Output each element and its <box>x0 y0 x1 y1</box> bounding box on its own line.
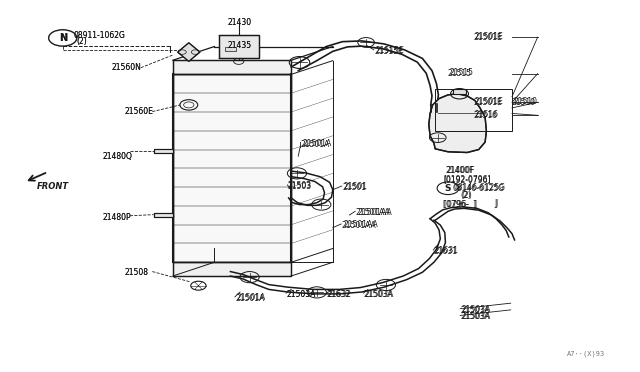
Text: 21480Q: 21480Q <box>102 153 132 161</box>
Text: 21510: 21510 <box>512 98 536 107</box>
Text: 21501: 21501 <box>343 182 367 191</box>
Text: 21503A: 21503A <box>461 306 490 315</box>
Text: 21501A: 21501A <box>301 140 330 149</box>
Text: 21516: 21516 <box>474 111 498 120</box>
Text: 21503A: 21503A <box>461 305 491 314</box>
Text: 21501AA: 21501AA <box>357 208 392 217</box>
Polygon shape <box>154 213 173 217</box>
Text: (2): (2) <box>461 191 472 200</box>
Text: 21501AA: 21501AA <box>343 220 378 229</box>
Text: [0192-0796]: [0192-0796] <box>443 175 490 184</box>
Text: N: N <box>59 33 67 43</box>
Text: FRONT: FRONT <box>37 182 69 190</box>
Text: J: J <box>495 199 498 208</box>
Text: 21480Q: 21480Q <box>102 153 132 161</box>
Text: 08911-1062G: 08911-1062G <box>74 31 125 40</box>
Polygon shape <box>453 89 466 94</box>
Text: 21560E: 21560E <box>125 107 154 116</box>
Text: 21430: 21430 <box>227 18 252 27</box>
Polygon shape <box>429 94 486 153</box>
Text: 21400F: 21400F <box>446 166 475 174</box>
Text: S: S <box>445 184 451 193</box>
Text: 21430: 21430 <box>227 18 252 27</box>
Text: 21503A: 21503A <box>364 290 393 299</box>
Text: (2): (2) <box>77 37 88 46</box>
Text: 21508: 21508 <box>125 268 149 277</box>
Text: 21503A: 21503A <box>461 312 491 321</box>
Text: 21501A: 21501A <box>302 140 332 148</box>
Text: 21515: 21515 <box>448 69 472 78</box>
Text: [0796-  ]: [0796- ] <box>444 199 477 208</box>
Text: 21501E: 21501E <box>475 32 504 41</box>
Text: 21501E: 21501E <box>474 33 502 42</box>
Text: 21503: 21503 <box>288 181 312 190</box>
Text: 21501A: 21501A <box>236 294 265 303</box>
Text: [0192-0796]: [0192-0796] <box>444 174 491 183</box>
Polygon shape <box>154 149 173 153</box>
Polygon shape <box>177 43 200 61</box>
Text: 21501AA: 21501AA <box>356 208 390 217</box>
Text: N: N <box>59 33 67 43</box>
Text: 08911-1062G: 08911-1062G <box>74 31 125 40</box>
Text: 21435: 21435 <box>227 41 252 50</box>
Text: 21503A: 21503A <box>286 290 316 299</box>
Text: 21560N: 21560N <box>112 63 142 72</box>
Text: 21631: 21631 <box>434 247 458 256</box>
Polygon shape <box>173 60 291 74</box>
Text: 21503A: 21503A <box>364 290 394 299</box>
Text: A7··(X)93: A7··(X)93 <box>566 351 605 357</box>
Text: 21400F: 21400F <box>445 166 474 175</box>
Text: J: J <box>495 199 497 208</box>
Text: 21480P: 21480P <box>102 213 131 222</box>
Text: 08146-6125G: 08146-6125G <box>452 184 504 193</box>
Polygon shape <box>173 74 291 262</box>
Text: 21560E: 21560E <box>125 107 154 116</box>
Text: (2): (2) <box>461 191 472 200</box>
Text: 21515: 21515 <box>449 68 474 77</box>
Text: 21480P: 21480P <box>102 213 131 222</box>
Text: 21516: 21516 <box>475 110 499 119</box>
Text: 21515E: 21515E <box>374 47 403 56</box>
Text: 21560N: 21560N <box>112 63 142 72</box>
Text: 21632: 21632 <box>327 290 351 299</box>
Text: 21501A: 21501A <box>236 293 266 302</box>
Polygon shape <box>225 47 236 51</box>
Text: [0796-  ]: [0796- ] <box>443 199 476 208</box>
Text: 21508: 21508 <box>125 268 149 277</box>
Text: (2): (2) <box>77 37 88 46</box>
Text: 21503A: 21503A <box>287 290 316 299</box>
Text: 21631: 21631 <box>435 246 459 255</box>
Polygon shape <box>219 35 259 58</box>
Text: 21501E: 21501E <box>474 98 502 107</box>
Text: 21501E: 21501E <box>475 97 504 106</box>
Text: 21501AA: 21501AA <box>342 221 376 230</box>
Text: 21632: 21632 <box>326 290 351 299</box>
Text: 21503: 21503 <box>288 182 312 190</box>
Text: 21503A: 21503A <box>461 312 490 321</box>
Text: 21515E: 21515E <box>375 46 404 55</box>
Text: 21501: 21501 <box>342 183 367 192</box>
Text: 08146-6125G: 08146-6125G <box>453 183 505 192</box>
Polygon shape <box>173 262 291 276</box>
Text: 21435: 21435 <box>227 41 252 50</box>
Text: 21510: 21510 <box>513 97 538 106</box>
